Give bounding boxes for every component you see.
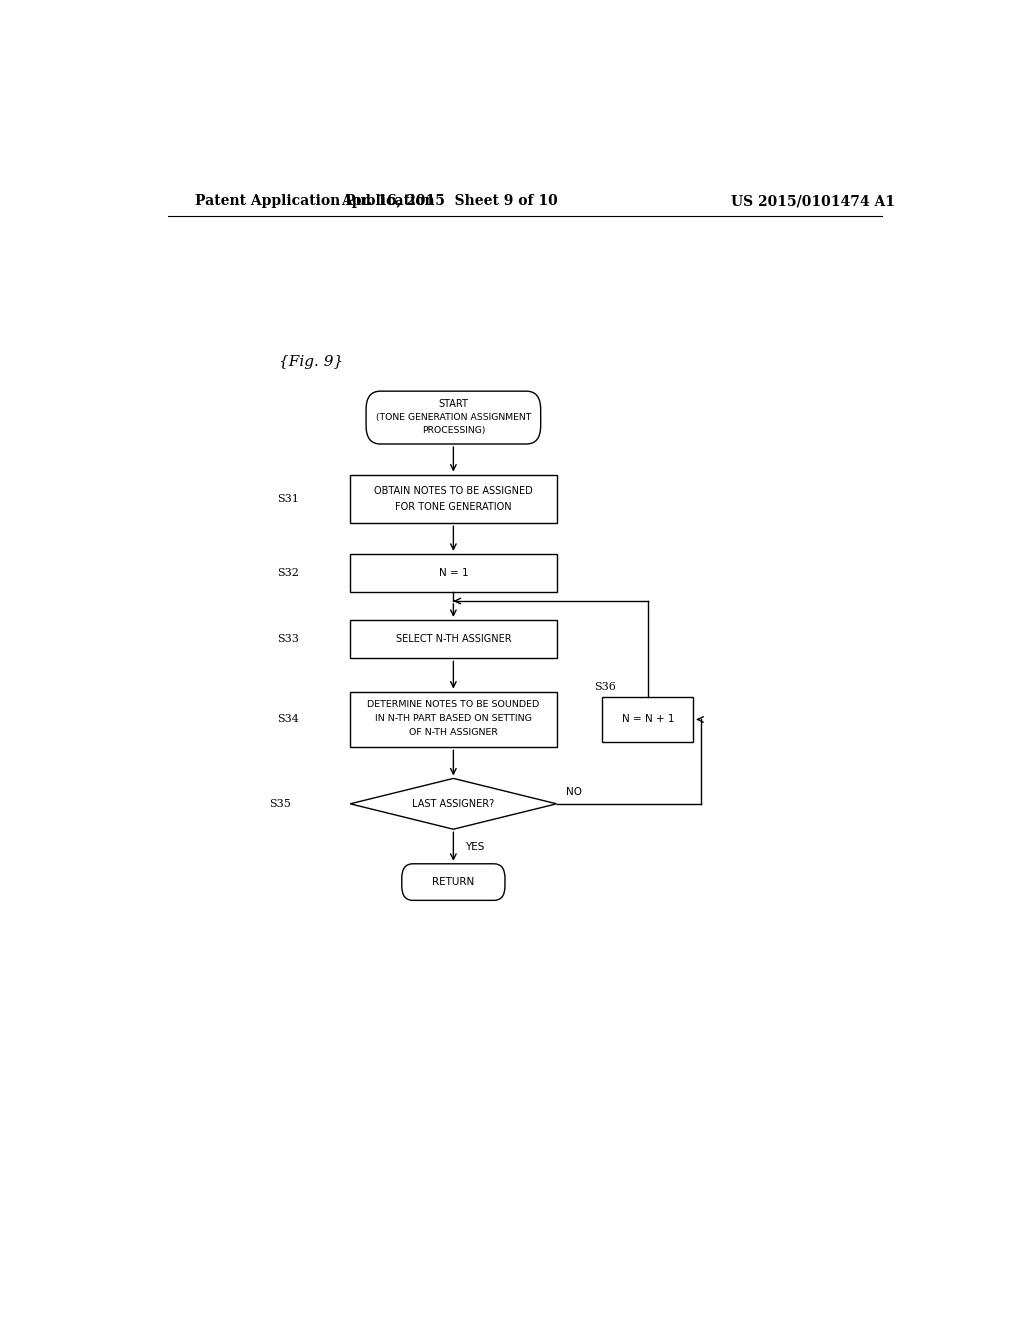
Text: IN N-TH PART BASED ON SETTING: IN N-TH PART BASED ON SETTING	[375, 714, 531, 723]
Text: {Fig. 9}: {Fig. 9}	[279, 355, 343, 368]
Text: START: START	[438, 400, 468, 409]
Text: OBTAIN NOTES TO BE ASSIGNED: OBTAIN NOTES TO BE ASSIGNED	[374, 486, 532, 496]
Bar	[350, 554, 557, 593]
Bar	[350, 620, 557, 659]
Bar	[350, 692, 557, 747]
Text: NO: NO	[566, 787, 582, 796]
Text: PROCESSING): PROCESSING)	[422, 426, 485, 436]
Text: US 2015/0101474 A1: US 2015/0101474 A1	[731, 194, 895, 209]
FancyBboxPatch shape	[401, 863, 505, 900]
Text: N = 1: N = 1	[438, 568, 468, 578]
Text: (TONE GENERATION ASSIGNMENT: (TONE GENERATION ASSIGNMENT	[376, 413, 531, 422]
Text: DETERMINE NOTES TO BE SOUNDED: DETERMINE NOTES TO BE SOUNDED	[368, 700, 540, 709]
Text: OF N-TH ASSIGNER: OF N-TH ASSIGNER	[409, 729, 498, 737]
Text: Apr. 16, 2015  Sheet 9 of 10: Apr. 16, 2015 Sheet 9 of 10	[341, 194, 558, 209]
Text: S31: S31	[276, 494, 299, 504]
Text: Patent Application Publication: Patent Application Publication	[196, 194, 435, 209]
FancyBboxPatch shape	[367, 391, 541, 444]
Bar	[602, 697, 693, 742]
Text: FOR TONE GENERATION: FOR TONE GENERATION	[395, 502, 512, 512]
Text: S33: S33	[276, 634, 299, 644]
Text: S34: S34	[276, 714, 299, 725]
Text: S35: S35	[269, 799, 291, 809]
Text: N = N + 1: N = N + 1	[622, 714, 674, 725]
Polygon shape	[350, 779, 557, 829]
Text: RETURN: RETURN	[432, 876, 474, 887]
Text: S32: S32	[276, 568, 299, 578]
Bar	[350, 474, 557, 523]
Text: S36: S36	[594, 682, 615, 692]
Text: SELECT N-TH ASSIGNER: SELECT N-TH ASSIGNER	[395, 634, 511, 644]
Text: YES: YES	[465, 842, 484, 851]
Text: LAST ASSIGNER?: LAST ASSIGNER?	[413, 799, 495, 809]
